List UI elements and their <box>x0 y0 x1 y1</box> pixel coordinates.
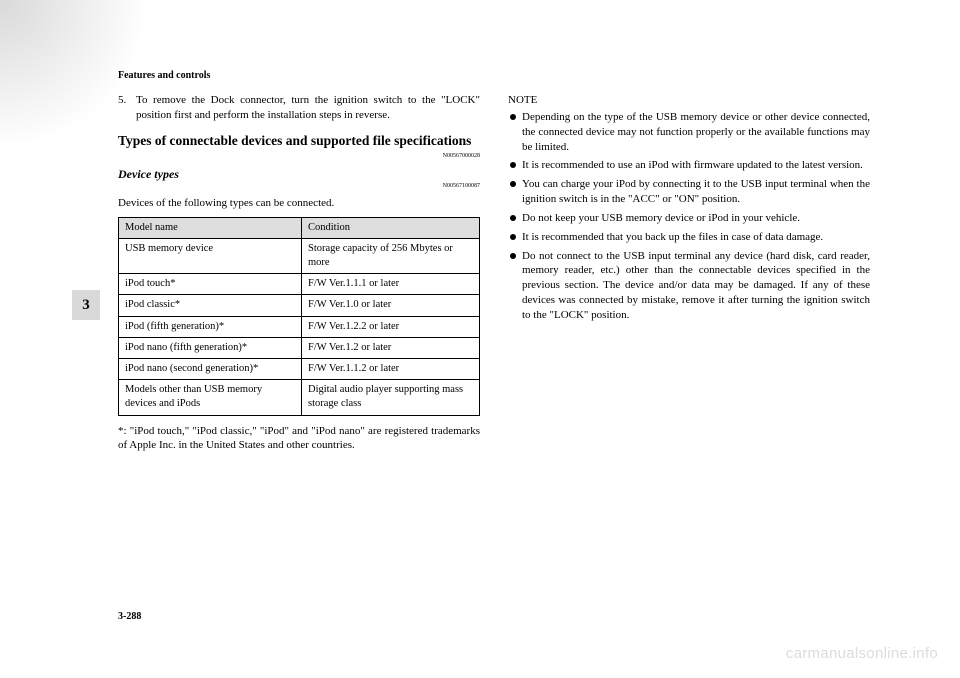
table-row: iPod (fifth generation)*F/W Ver.1.2.2 or… <box>119 316 480 337</box>
list-item: Depending on the type of the USB memory … <box>508 110 870 155</box>
cell: iPod nano (fifth generation)* <box>119 337 302 358</box>
step-5: 5. To remove the Dock connector, turn th… <box>118 93 480 123</box>
table-row: iPod touch*F/W Ver.1.1.1 or later <box>119 274 480 295</box>
cell: iPod nano (second generation)* <box>119 358 302 379</box>
note-label: NOTE <box>508 93 870 108</box>
list-item: It is recommended to use an iPod with fi… <box>508 158 870 173</box>
cell: iPod (fifth generation)* <box>119 316 302 337</box>
col-model: Model name <box>119 217 302 238</box>
right-column: NOTE Depending on the type of the USB me… <box>508 93 870 453</box>
trademark-footnote: *: "iPod touch," "iPod classic," "iPod" … <box>118 424 480 454</box>
heading-device-types: Device types <box>118 166 480 182</box>
section-header: Features and controls <box>118 70 870 81</box>
cell: iPod classic* <box>119 295 302 316</box>
cell: F/W Ver.1.0 or later <box>302 295 480 316</box>
cell: F/W Ver.1.1.1 or later <box>302 274 480 295</box>
cell: Digital audio player supporting mass sto… <box>302 380 480 415</box>
cell: F/W Ver.1.2.2 or later <box>302 316 480 337</box>
table-row: iPod nano (second generation)*F/W Ver.1.… <box>119 358 480 379</box>
watermark: carmanualsonline.info <box>786 645 938 662</box>
ref-number-1: N00567000028 <box>118 152 480 160</box>
list-item: Do not keep your USB memory device or iP… <box>508 211 870 226</box>
step-number: 5. <box>118 93 136 123</box>
list-item: Do not connect to the USB input terminal… <box>508 249 870 323</box>
intro-paragraph: Devices of the following types can be co… <box>118 196 480 211</box>
step-text: To remove the Dock connector, turn the i… <box>136 93 480 123</box>
manual-page: Features and controls 5. To remove the D… <box>0 0 960 678</box>
cell: Models other than USB memory devices and… <box>119 380 302 415</box>
table-row: iPod classic*F/W Ver.1.0 or later <box>119 295 480 316</box>
ref-number-2: N00567100087 <box>118 182 480 190</box>
chapter-tab: 3 <box>72 290 100 320</box>
col-condition: Condition <box>302 217 480 238</box>
cell: F/W Ver.1.1.2 or later <box>302 358 480 379</box>
cell: Storage capacity of 256 Mbytes or more <box>302 238 480 273</box>
content-columns: 5. To remove the Dock connector, turn th… <box>118 93 870 453</box>
list-item: You can charge your iPod by connecting i… <box>508 177 870 207</box>
table-body: USB memory deviceStorage capacity of 256… <box>119 238 480 415</box>
table-row: USB memory deviceStorage capacity of 256… <box>119 238 480 273</box>
heading-types: Types of connectable devices and support… <box>118 133 480 150</box>
cell: iPod touch* <box>119 274 302 295</box>
device-table: Model name Condition USB memory deviceSt… <box>118 217 480 416</box>
list-item: It is recommended that you back up the f… <box>508 230 870 245</box>
page-number: 3-288 <box>118 611 141 622</box>
cell: USB memory device <box>119 238 302 273</box>
cell: F/W Ver.1.2 or later <box>302 337 480 358</box>
note-bullets: Depending on the type of the USB memory … <box>508 110 870 323</box>
left-column: 5. To remove the Dock connector, turn th… <box>118 93 480 453</box>
table-header-row: Model name Condition <box>119 217 480 238</box>
table-row: Models other than USB memory devices and… <box>119 380 480 415</box>
table-row: iPod nano (fifth generation)*F/W Ver.1.2… <box>119 337 480 358</box>
